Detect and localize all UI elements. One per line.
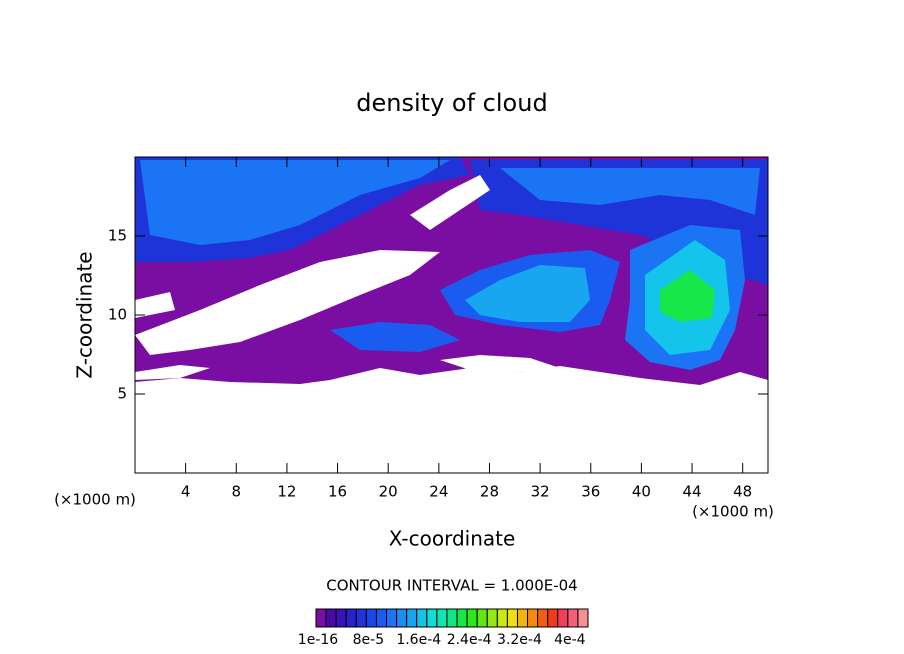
contour-band xyxy=(330,322,460,352)
colorbar-box xyxy=(355,608,367,628)
contour-band xyxy=(140,160,450,245)
colorbar-label: 8e-5 xyxy=(353,632,384,648)
x-tick-label: 20 xyxy=(379,483,398,501)
x-tick-label: 12 xyxy=(277,483,296,501)
colorbar-label: 1.6e-4 xyxy=(396,632,441,648)
colorbar-box xyxy=(456,608,468,628)
colorbar-label: 4e-4 xyxy=(554,632,586,648)
contour-gap xyxy=(410,175,490,230)
x-tick-label: 36 xyxy=(581,483,600,501)
x-tick-label: 28 xyxy=(480,483,499,501)
x-tick-label: 16 xyxy=(328,483,347,501)
contour-field xyxy=(135,157,768,385)
colorbar-box xyxy=(466,608,478,628)
chart-title: density of cloud xyxy=(356,89,547,117)
colorbar-box xyxy=(496,608,508,628)
colorbar-box xyxy=(315,608,327,628)
colorbar-box xyxy=(506,608,518,628)
contour-band xyxy=(660,270,715,322)
colorbar-box xyxy=(325,608,337,628)
x-tick-label: 8 xyxy=(232,483,242,501)
colorbar-box xyxy=(537,608,549,628)
contour-interval: CONTOUR INTERVAL = 1.000E-04 xyxy=(326,577,577,595)
colorbar-box xyxy=(335,608,347,628)
colorbar-box xyxy=(486,608,498,628)
colorbar-box xyxy=(406,608,418,628)
colorbar-box xyxy=(516,608,529,628)
x-tick-label: 44 xyxy=(682,483,701,501)
x-unit: (×1000 m) xyxy=(692,503,774,521)
x-tick-label: 48 xyxy=(733,483,752,501)
x-tick-label: 40 xyxy=(632,483,651,501)
contour-gap xyxy=(135,365,210,380)
colorbar-box xyxy=(527,608,539,628)
colorbar-box xyxy=(365,608,377,628)
contour-gap xyxy=(135,250,440,355)
colorbar-label: 2.4e-4 xyxy=(447,632,492,648)
colorbar-label: 3.2e-4 xyxy=(497,632,542,648)
y-tick-label: 10 xyxy=(108,306,127,324)
x-tick-label: 4 xyxy=(181,483,191,501)
contour-gap xyxy=(440,355,560,372)
colorbar-box xyxy=(386,608,398,628)
colorbar-box xyxy=(567,608,579,628)
colorbar-box xyxy=(396,608,408,628)
colorbar-box xyxy=(426,608,438,628)
x-axis-title: X-coordinate xyxy=(389,527,516,551)
contour-band xyxy=(500,168,760,215)
colorbar-label: 1e-16 xyxy=(298,632,338,648)
x-tick-label: 24 xyxy=(429,483,448,501)
colorbar-box xyxy=(476,608,488,628)
colorbar-box xyxy=(557,608,569,628)
contour-gap xyxy=(135,292,175,318)
colorbar-box xyxy=(446,608,458,628)
colorbar-box xyxy=(375,608,388,628)
colorbar-box xyxy=(436,608,448,628)
x-tick-label: 32 xyxy=(531,483,550,501)
colorbar-box xyxy=(416,608,428,628)
y-axis-title: Z-coordinate xyxy=(73,251,97,378)
contour-band xyxy=(465,265,590,322)
y-tick-label: 15 xyxy=(108,227,127,245)
y-tick-label: 5 xyxy=(117,385,127,403)
colorbar-box xyxy=(345,608,357,628)
x-unit: (×1000 m) xyxy=(54,491,136,509)
colorbar-box xyxy=(577,608,589,628)
colorbar-box xyxy=(547,608,559,628)
